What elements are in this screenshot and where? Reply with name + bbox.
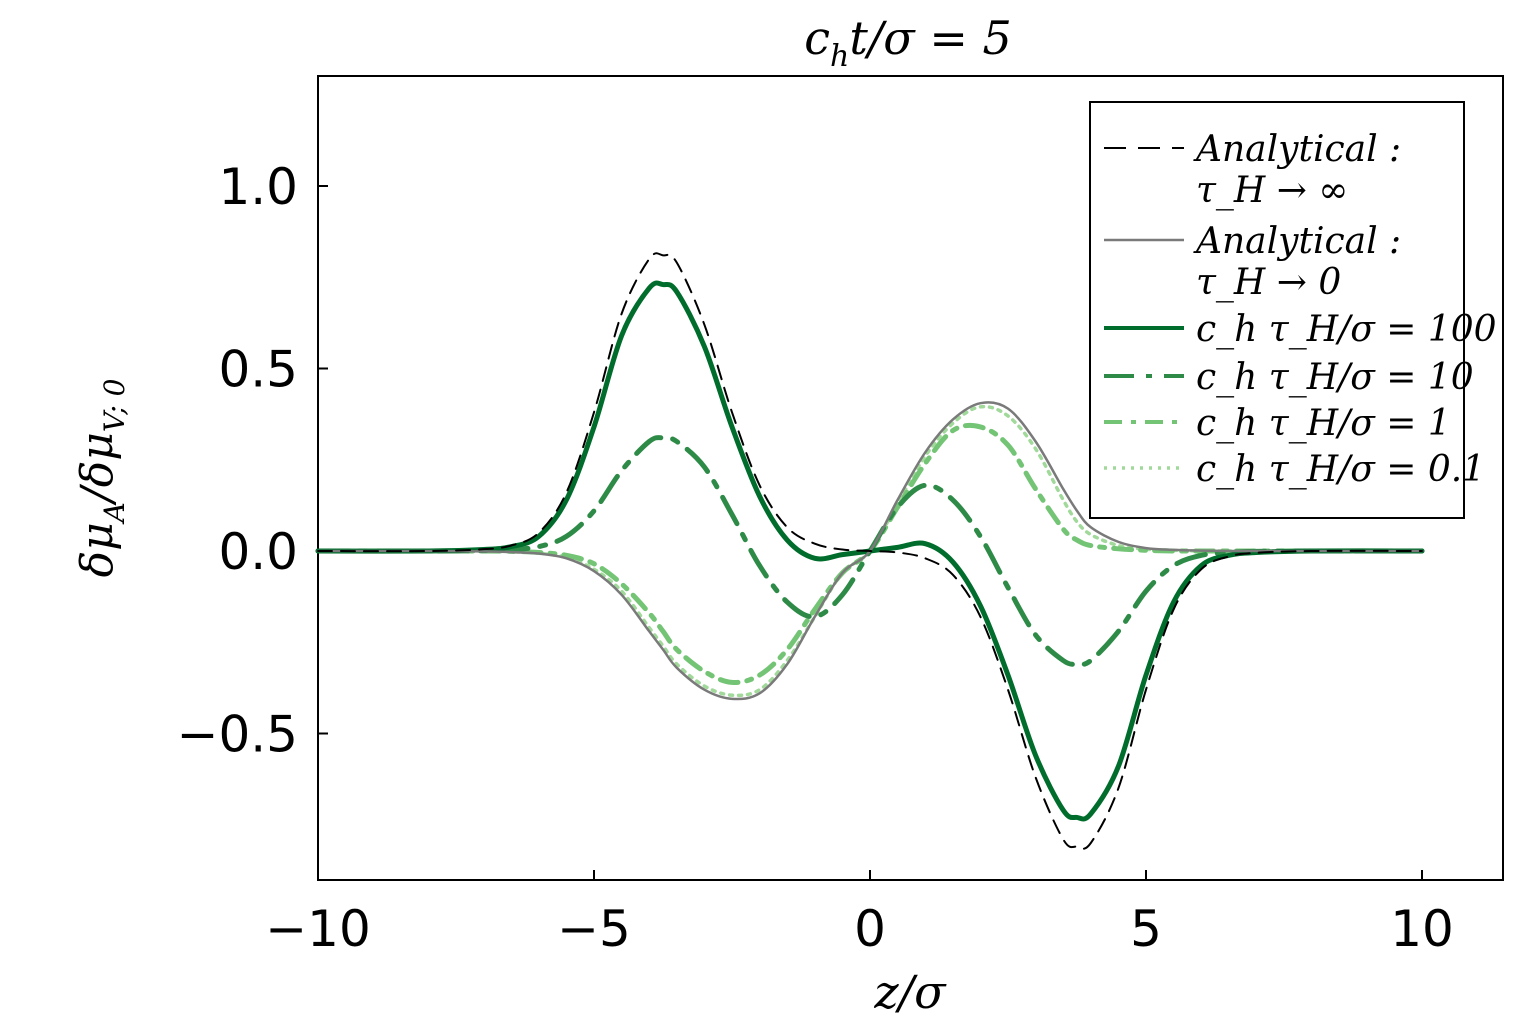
legend-label: c_h τ_H/σ = 1	[1196, 403, 1451, 444]
legend-label: Analytical :	[1193, 129, 1401, 170]
x-tick-label: 5	[1130, 900, 1162, 958]
ylabel-sub2: V; 0	[98, 379, 131, 433]
plot-area	[317, 75, 1504, 881]
ylabel-part-a: δμ	[72, 522, 123, 577]
y-axis-label: δμA/δμV; 0	[72, 379, 131, 578]
x-tick-label: −10	[265, 900, 371, 958]
legend-label: c_h τ_H/σ = 10	[1196, 357, 1474, 398]
y-tick-label: −0.5	[177, 706, 298, 764]
series-layer	[315, 252, 1425, 850]
legend-label-line2: τ_H → ∞	[1196, 170, 1348, 211]
series-line-0	[317, 252, 1423, 850]
legend-box	[1089, 101, 1465, 519]
legend-label: c_h τ_H/σ = 100	[1196, 309, 1497, 350]
ylabel-part-b: /δμ	[72, 432, 123, 506]
legend-label: Analytical :	[1193, 221, 1401, 262]
legend: Analytical :τ_H → ∞Analytical :τ_H → 0c_…	[1089, 101, 1497, 519]
axis-ticks: −10 −5 0 5 10 −0.5 0.0 0.5 1.0	[177, 158, 1454, 958]
title-part-a: c	[804, 11, 830, 65]
x-tick-label: 0	[854, 900, 886, 958]
x-tick-label: 10	[1390, 900, 1454, 958]
legend-label: c_h τ_H/σ = 0.1	[1196, 449, 1485, 490]
x-tick-label: −5	[557, 900, 631, 958]
chart-title: cht/σ = 5	[804, 11, 1012, 74]
title-sub: h	[830, 39, 849, 74]
ylabel-sub1: A	[98, 502, 131, 525]
y-tick-label: 0.0	[218, 523, 298, 581]
y-tick-label: 0.5	[218, 341, 298, 399]
legend-items: Analytical :τ_H → ∞Analytical :τ_H → 0c_…	[1104, 129, 1497, 490]
title-part-b: t/σ = 5	[849, 11, 1011, 65]
legend-label-line2: τ_H → 0	[1196, 262, 1341, 303]
x-axis-label: z/σ	[873, 965, 947, 1019]
y-tick-label: 1.0	[218, 158, 298, 216]
